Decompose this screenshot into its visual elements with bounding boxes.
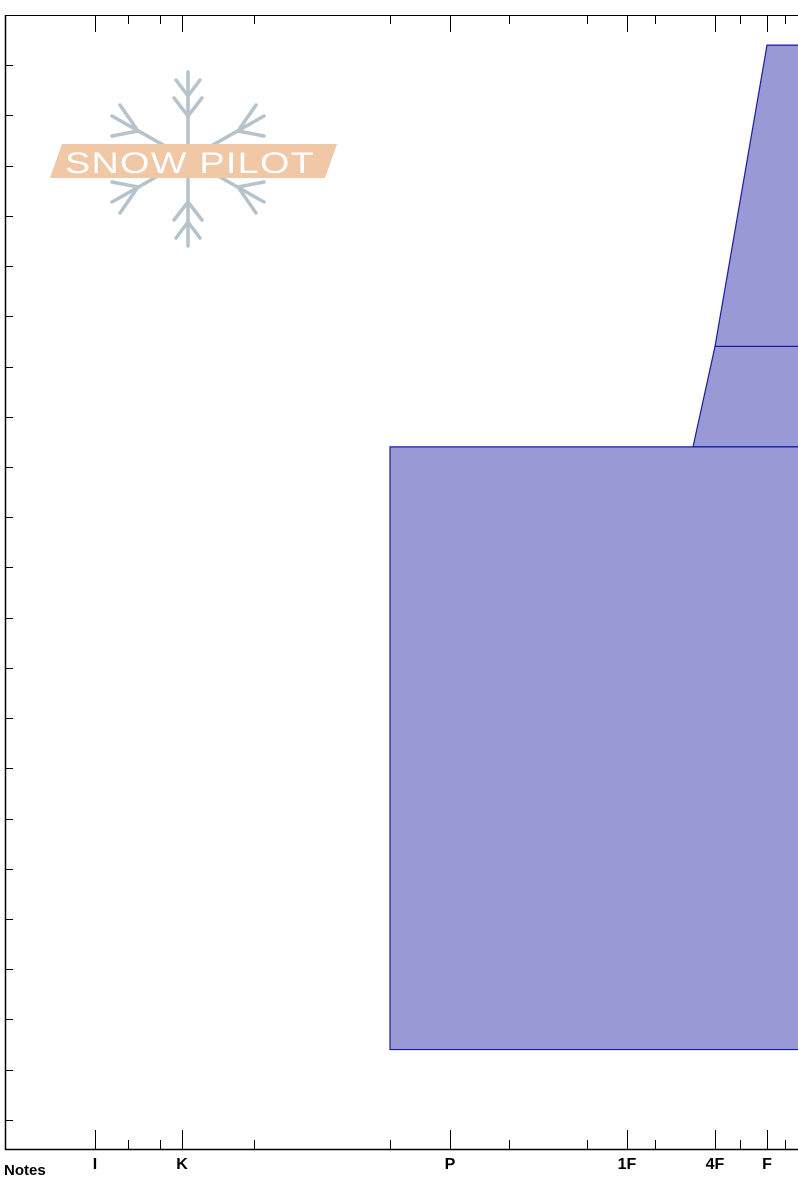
logo-text: SNOW PILOT — [65, 147, 315, 180]
x-tick-label: K — [176, 1156, 188, 1173]
layers-group — [389, 44, 798, 1051]
y-axis-ticks — [5, 15, 13, 1121]
x-tick-label: P — [445, 1156, 456, 1173]
x-tick-labels: I K P 1F 4F F — [93, 1156, 772, 1173]
x-tick-label: 1F — [618, 1156, 637, 1173]
x-tick-label: I — [93, 1156, 97, 1173]
x-axis-ticks — [95, 15, 786, 1150]
x-tick-label: 4F — [706, 1156, 725, 1173]
hardness-layer-2 — [692, 345, 798, 448]
notes-label: Notes — [4, 1162, 46, 1179]
snow-pilot-logo: SNOW PILOT — [50, 70, 337, 248]
hardness-layer-3 — [389, 446, 798, 1051]
x-tick-label: F — [762, 1156, 772, 1173]
hardness-layer-1 — [714, 44, 798, 348]
